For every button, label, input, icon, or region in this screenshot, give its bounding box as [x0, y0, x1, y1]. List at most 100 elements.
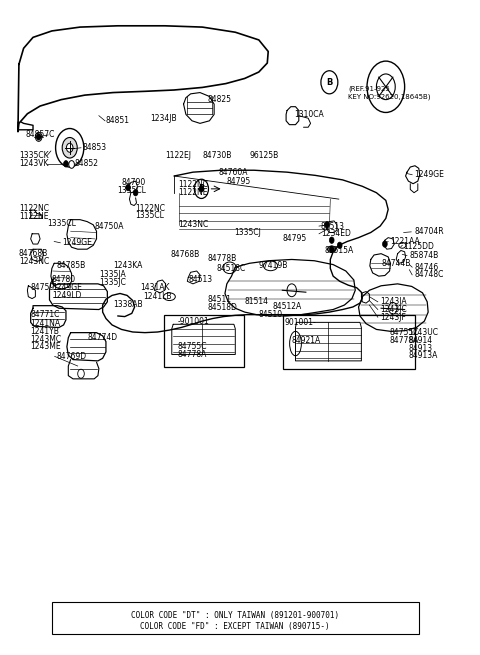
- Text: 1243JA: 1243JA: [380, 297, 407, 307]
- Text: 84825: 84825: [207, 95, 231, 104]
- Text: 84759: 84759: [31, 282, 55, 291]
- Text: 84755C: 84755C: [390, 328, 419, 337]
- Text: 84512A: 84512A: [273, 303, 302, 312]
- Text: 84748C: 84748C: [414, 271, 444, 280]
- Circle shape: [337, 242, 342, 248]
- Text: 1122NE: 1122NE: [178, 188, 207, 197]
- Text: 1122NC: 1122NC: [178, 181, 208, 189]
- Text: 84795: 84795: [227, 177, 251, 185]
- Ellipse shape: [223, 262, 236, 274]
- Text: 84750A: 84750A: [94, 222, 124, 231]
- Text: 84755C: 84755C: [178, 343, 207, 351]
- Ellipse shape: [264, 261, 277, 271]
- Circle shape: [69, 160, 74, 168]
- Text: 1243NC: 1243NC: [19, 257, 49, 266]
- Bar: [52, 602, 419, 634]
- Text: 97419B: 97419B: [259, 261, 288, 271]
- Text: 1122EJ: 1122EJ: [166, 151, 192, 160]
- Circle shape: [78, 369, 84, 378]
- Circle shape: [376, 74, 395, 100]
- Text: 1122NC: 1122NC: [135, 204, 166, 213]
- Text: 84913: 84913: [408, 343, 432, 352]
- Text: 901001-: 901001-: [284, 318, 316, 327]
- Text: (REF.91-925: (REF.91-925: [348, 85, 390, 92]
- Text: 1338AB: 1338AB: [113, 300, 143, 309]
- Text: 1241NA: 1241NA: [31, 319, 61, 328]
- Text: 1243JF: 1243JF: [380, 312, 406, 322]
- Text: 1243VK: 1243VK: [19, 159, 48, 168]
- Text: 84914: 84914: [408, 336, 432, 345]
- Text: 84704R: 84704R: [414, 227, 444, 236]
- Text: 81514: 81514: [245, 297, 269, 307]
- Text: 84746: 84746: [414, 263, 438, 272]
- Text: 84857C: 84857C: [26, 130, 55, 140]
- Text: 84780: 84780: [52, 275, 76, 284]
- Circle shape: [329, 237, 334, 244]
- Ellipse shape: [327, 246, 336, 252]
- Text: B: B: [199, 184, 204, 193]
- Text: COLOR CODE "FD" : EXCEPT TAIWAN (890715-): COLOR CODE "FD" : EXCEPT TAIWAN (890715-…: [141, 622, 330, 631]
- Ellipse shape: [289, 331, 301, 356]
- Text: 84853: 84853: [83, 143, 107, 152]
- Text: 84511: 84511: [207, 295, 231, 305]
- Text: 1243UC: 1243UC: [408, 328, 438, 337]
- Text: 84518D: 84518D: [207, 303, 237, 312]
- Text: 1241YB: 1241YB: [31, 327, 60, 336]
- Text: 84778B: 84778B: [207, 253, 236, 263]
- Text: 1310CA: 1310CA: [294, 110, 324, 119]
- Text: 1243KA: 1243KA: [113, 261, 143, 271]
- Text: 84771C: 84771C: [31, 310, 60, 319]
- Text: 1335CJ: 1335CJ: [234, 228, 261, 237]
- Circle shape: [287, 284, 297, 297]
- Text: 84513: 84513: [188, 275, 212, 284]
- Text: 1249GE: 1249GE: [62, 238, 92, 248]
- Text: 1221AA: 1221AA: [391, 237, 420, 246]
- Text: 84768B: 84768B: [170, 250, 200, 259]
- Text: 1335CL: 1335CL: [47, 219, 76, 228]
- Circle shape: [56, 128, 84, 167]
- Circle shape: [194, 179, 208, 198]
- Text: 1125DD: 1125DD: [404, 242, 434, 251]
- Text: 84769D: 84769D: [57, 352, 87, 361]
- Text: 84852: 84852: [74, 159, 98, 168]
- Text: 1249LD: 1249LD: [52, 291, 81, 300]
- Text: 81515A: 81515A: [324, 246, 354, 255]
- Text: 84510: 84510: [259, 310, 283, 319]
- Circle shape: [324, 221, 329, 228]
- Circle shape: [133, 189, 138, 196]
- Text: 1335JC: 1335JC: [99, 278, 126, 287]
- Text: 84760A: 84760A: [219, 168, 248, 177]
- Circle shape: [321, 71, 338, 94]
- Text: 1243MC: 1243MC: [31, 335, 62, 344]
- Text: 84778A: 84778A: [390, 336, 419, 345]
- Text: 84778A: 84778A: [178, 350, 207, 359]
- Ellipse shape: [164, 293, 175, 301]
- Text: 1335CL: 1335CL: [118, 185, 146, 195]
- Circle shape: [383, 241, 387, 247]
- Text: 1249GE: 1249GE: [52, 283, 82, 292]
- Text: 84913A: 84913A: [408, 351, 438, 360]
- Circle shape: [367, 61, 405, 113]
- Circle shape: [389, 303, 397, 314]
- Text: 1241LB: 1241LB: [144, 291, 172, 301]
- Text: 1122NC: 1122NC: [19, 204, 49, 214]
- Text: 1234ED: 1234ED: [321, 229, 351, 238]
- Text: 84921A: 84921A: [292, 336, 321, 345]
- Text: COLOR CODE "DT" : ONLY TAIWAN (891201-900701): COLOR CODE "DT" : ONLY TAIWAN (891201-90…: [131, 610, 339, 620]
- Ellipse shape: [399, 242, 406, 248]
- Circle shape: [126, 184, 131, 191]
- Bar: [283, 314, 415, 369]
- Text: 1122NE: 1122NE: [19, 212, 48, 221]
- Text: 1249GE: 1249GE: [414, 170, 444, 179]
- Text: 84785B: 84785B: [57, 261, 86, 271]
- Text: 84730B: 84730B: [203, 151, 232, 160]
- Text: 1243ME: 1243ME: [31, 343, 61, 351]
- Text: 1234JB: 1234JB: [151, 115, 177, 123]
- Text: -901001: -901001: [178, 316, 210, 326]
- Text: 84790: 84790: [121, 178, 146, 187]
- Text: 1243JC: 1243JC: [380, 305, 407, 314]
- Bar: [164, 314, 244, 367]
- Circle shape: [36, 134, 41, 140]
- Text: 84518C: 84518C: [216, 264, 246, 273]
- Text: 84768B: 84768B: [19, 249, 48, 258]
